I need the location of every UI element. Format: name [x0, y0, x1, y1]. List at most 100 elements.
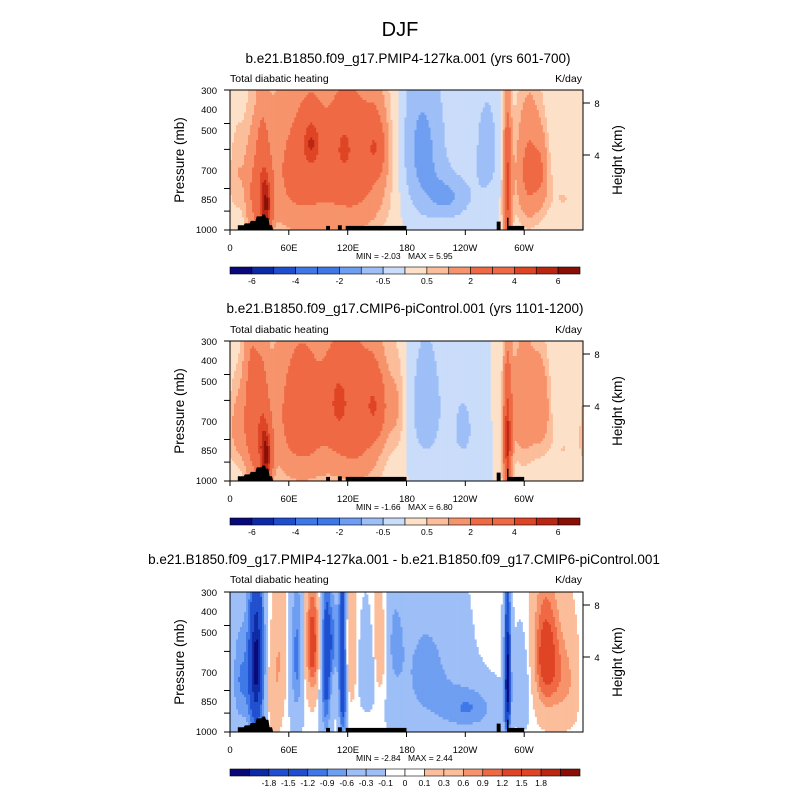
heatmap-cell — [480, 122, 484, 126]
heatmap-cell — [348, 122, 351, 126]
heatmap-cell — [314, 135, 317, 138]
heatmap-cell — [576, 137, 580, 141]
heatmap-cell — [350, 95, 353, 98]
heatmap-cell — [364, 145, 367, 148]
heatmap-cell — [298, 127, 301, 131]
heatmap-cell — [458, 132, 461, 136]
heatmap-cell — [264, 120, 267, 123]
heatmap-cell — [348, 92, 351, 96]
heatmap-cell — [512, 145, 516, 148]
heatmap-cell — [442, 132, 445, 136]
heatmap-cell — [566, 142, 570, 146]
heatmap-cell — [230, 110, 233, 113]
heatmap-cell — [550, 110, 554, 113]
heatmap-cell — [280, 150, 283, 153]
heatmap-cell — [286, 102, 289, 106]
heatmap-cell — [424, 120, 427, 123]
heatmap-cell — [478, 135, 482, 138]
heatmap-cell — [354, 137, 357, 141]
heatmap-cell — [254, 127, 257, 131]
heatmap-cell — [424, 137, 427, 141]
heatmap-cell — [338, 152, 341, 156]
heatmap-cell — [570, 147, 574, 151]
heatmap-cell — [482, 97, 486, 101]
heatmap-cell — [230, 132, 233, 136]
heatmap-cell — [346, 140, 349, 143]
heatmap-cell — [462, 90, 465, 93]
heatmap-cell — [404, 127, 407, 131]
heatmap-cell — [428, 125, 431, 128]
heatmap-cell — [454, 127, 457, 131]
heatmap-cell — [480, 107, 484, 111]
heatmap-cell — [532, 90, 536, 93]
heatmap-cell — [382, 130, 385, 133]
heatmap-cell — [572, 155, 576, 158]
heatmap-cell — [370, 137, 373, 141]
heatmap-cell — [462, 147, 465, 151]
heatmap-cell — [486, 137, 490, 141]
heatmap-cell — [346, 112, 349, 116]
heatmap-cell — [388, 92, 391, 96]
heatmap-cell — [460, 105, 463, 108]
heatmap-cell — [508, 112, 512, 116]
heatmap-cell — [362, 142, 365, 146]
heatmap-cell — [364, 120, 367, 123]
heatmap-cell — [460, 130, 463, 133]
heatmap-cell — [276, 145, 279, 148]
heatmap-cell — [410, 155, 413, 158]
heatmap-cell — [416, 150, 419, 153]
heatmap-cell — [322, 137, 325, 141]
heatmap-cell — [352, 142, 355, 146]
heatmap-cell — [428, 155, 431, 158]
heatmap-cell — [504, 115, 508, 118]
heatmap-cell — [560, 115, 564, 118]
heatmap-cell — [574, 112, 578, 116]
heatmap-cell — [440, 145, 443, 148]
heatmap-cell — [396, 122, 399, 126]
heatmap-cell — [520, 130, 524, 133]
heatmap-cell — [466, 117, 469, 121]
heatmap-cell — [360, 155, 363, 158]
heatmap-cell — [286, 130, 289, 133]
heatmap-cell — [390, 120, 393, 123]
heatmap-cell — [396, 145, 399, 148]
heatmap-cell — [552, 122, 556, 126]
heatmap-cell — [470, 140, 473, 143]
heatmap-cell — [468, 137, 471, 141]
heatmap-cell — [426, 150, 429, 153]
heatmap-cell — [458, 130, 461, 133]
heatmap-cell — [418, 92, 421, 96]
heatmap-cell — [524, 137, 528, 141]
heatmap-cell — [266, 152, 269, 156]
heatmap-cell — [244, 137, 247, 141]
heatmap-cell — [424, 125, 427, 128]
heatmap-cell — [554, 157, 558, 161]
heatmap-cell — [248, 122, 251, 126]
heatmap-cell — [558, 135, 562, 138]
heatmap-cell — [470, 152, 473, 156]
heatmap-cell — [346, 150, 349, 153]
heatmap-cell — [442, 120, 445, 123]
heatmap-cell — [448, 105, 451, 108]
heatmap-cell — [438, 110, 441, 113]
heatmap-cell — [532, 97, 536, 101]
heatmap-cell — [350, 152, 353, 156]
heatmap-cell — [562, 120, 566, 123]
heatmap-cell — [496, 152, 500, 156]
heatmap-cell — [444, 117, 447, 121]
heatmap-cell — [376, 127, 379, 131]
heatmap-cell — [458, 122, 461, 126]
heatmap-cell — [270, 145, 273, 148]
heatmap-cell — [560, 135, 564, 138]
heatmap-cell — [500, 92, 504, 96]
heatmap-cell — [376, 90, 379, 93]
heatmap-cell — [474, 110, 477, 113]
heatmap-cell — [504, 145, 508, 148]
heatmap-cell — [326, 132, 329, 136]
heatmap-cell — [446, 140, 449, 143]
heatmap-cell — [392, 155, 395, 158]
heatmap-cell — [376, 152, 379, 156]
heatmap-cell — [454, 130, 457, 133]
heatmap-cell — [450, 100, 453, 103]
